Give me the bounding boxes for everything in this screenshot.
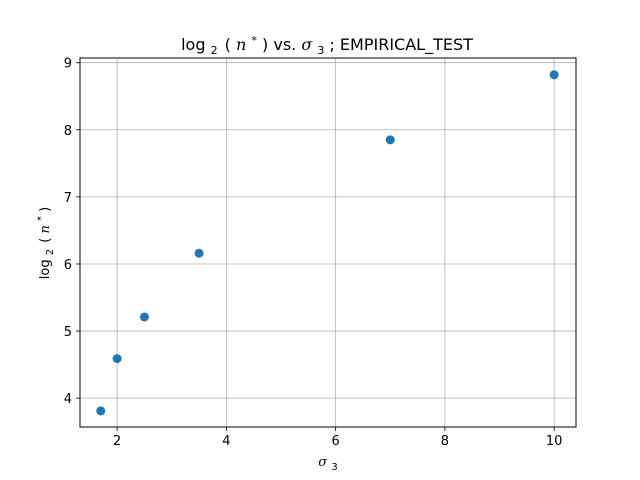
y-tick-label: 8 bbox=[64, 124, 72, 139]
title-vs: vs. bbox=[273, 35, 301, 54]
y-tick-label: 9 bbox=[64, 57, 72, 72]
x-tick-label: 2 bbox=[113, 434, 121, 449]
y-axis-label-paren-close: ) bbox=[38, 207, 53, 212]
title-log: log bbox=[181, 35, 205, 54]
y-axis-label: log 2 ( n * ) bbox=[33, 207, 57, 279]
y-tick-label: 5 bbox=[64, 325, 72, 340]
data-point bbox=[139, 312, 149, 322]
data-point bbox=[549, 70, 559, 80]
y-axis-label-sup: * bbox=[36, 216, 47, 221]
y-axis-label-paren-open: ( bbox=[38, 238, 53, 243]
title-var-sup: * bbox=[251, 34, 257, 47]
x-tick-label: 6 bbox=[332, 434, 340, 449]
data-point bbox=[96, 406, 106, 416]
x-axis-label: σ 3 bbox=[318, 455, 337, 473]
y-axis-label-base: 2 bbox=[45, 249, 56, 255]
data-point bbox=[112, 354, 122, 364]
y-axis-label-log: log bbox=[38, 259, 53, 279]
axis-ticks: 2 4 6 8 10 4 5 6 7 8 9 bbox=[64, 57, 563, 449]
title-sigma-sub: 3 bbox=[317, 44, 324, 57]
x-axis-label-sigma: σ bbox=[318, 455, 328, 470]
x-axis-label-sub: 3 bbox=[331, 462, 337, 473]
x-tick-label: 4 bbox=[222, 434, 230, 449]
chart-title: log 2 ( n * ) vs. σ 3 ; EMPIRICAL_TEST bbox=[181, 29, 473, 58]
y-tick-label: 6 bbox=[64, 258, 72, 273]
plot-frame bbox=[79, 57, 577, 428]
data-point bbox=[385, 135, 395, 145]
y-axis-label-var: n bbox=[38, 225, 53, 233]
title-var: n bbox=[236, 35, 246, 54]
y-tick-label: 7 bbox=[64, 191, 72, 206]
x-tick-label: 10 bbox=[546, 434, 563, 449]
title-suffix: ; EMPIRICAL_TEST bbox=[329, 35, 473, 55]
grid-lines bbox=[80, 58, 576, 427]
title-paren-open: ( bbox=[225, 35, 231, 54]
data-point bbox=[194, 248, 204, 258]
title-paren-close: ) bbox=[262, 35, 268, 54]
title-sigma: σ bbox=[301, 35, 313, 54]
y-tick-label: 4 bbox=[64, 392, 72, 407]
data-points bbox=[96, 70, 559, 416]
x-tick-label: 8 bbox=[441, 434, 449, 449]
title-log-base: 2 bbox=[211, 44, 218, 57]
